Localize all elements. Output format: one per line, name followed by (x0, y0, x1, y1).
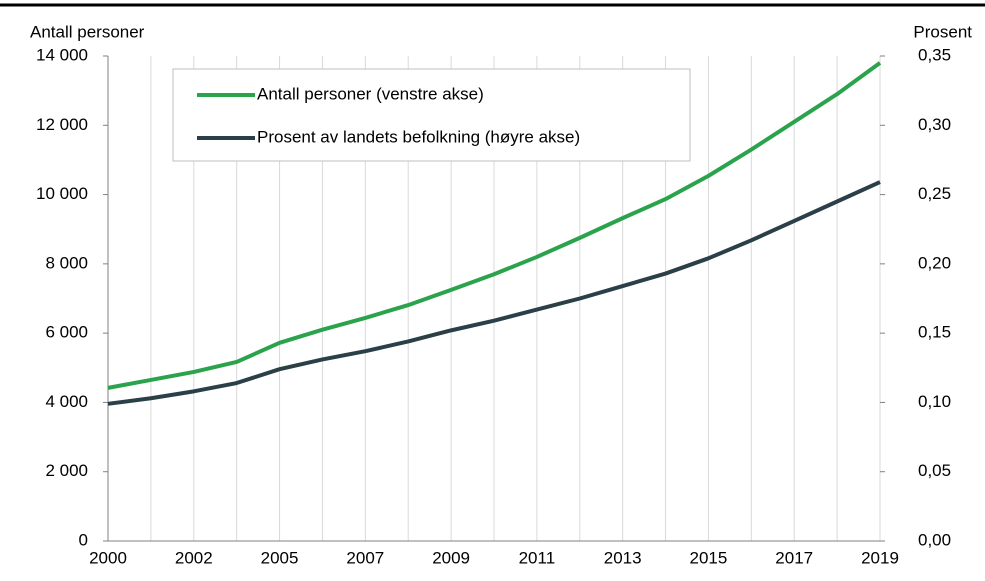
y2-tick-label: 0,00 (918, 530, 951, 549)
y-tick-label: 6 000 (45, 323, 88, 342)
y-tick-label: 0 (79, 530, 88, 549)
y2-tick-label: 0,35 (918, 45, 951, 64)
y2-tick-label: 0,05 (918, 461, 951, 480)
y2-tick-label: 0,10 (918, 392, 951, 411)
x-tick-label: 2005 (261, 548, 299, 567)
y-tick-label: 10 000 (36, 184, 88, 203)
x-tick-label: 2017 (775, 548, 813, 567)
y2-tick-label: 0,15 (918, 323, 951, 342)
y2-tick-label: 0,25 (918, 184, 951, 203)
y-tick-label: 8 000 (45, 253, 88, 272)
x-tick-label: 2019 (861, 548, 899, 567)
y2-axis-title: Prosent (913, 22, 972, 41)
legend-box (172, 68, 691, 162)
series-line (107, 61, 882, 390)
x-tick-label: 2011 (519, 548, 556, 567)
y-tick-label: 2 000 (45, 461, 88, 480)
x-tick-label: 2009 (432, 548, 470, 567)
y-tick-label: 4 000 (45, 392, 88, 411)
y-tick-label: 12 000 (36, 115, 88, 134)
y-tick-label: 14 000 (36, 45, 88, 64)
legend-label: Antall personer (venstre akse) (257, 84, 484, 103)
x-tick-label: 2015 (690, 548, 728, 567)
x-tick-label: 2013 (604, 548, 642, 567)
x-tick-label: 2000 (89, 548, 127, 567)
x-tick-label: 2007 (346, 548, 384, 567)
legend-label: Prosent av landets befolkning (høyre aks… (257, 127, 580, 146)
x-tick-label: 2002 (175, 548, 213, 567)
y2-tick-label: 0,20 (918, 253, 951, 272)
series-line (107, 180, 881, 406)
y-axis-title: Antall personer (30, 22, 145, 41)
y2-tick-label: 0,30 (918, 115, 951, 134)
